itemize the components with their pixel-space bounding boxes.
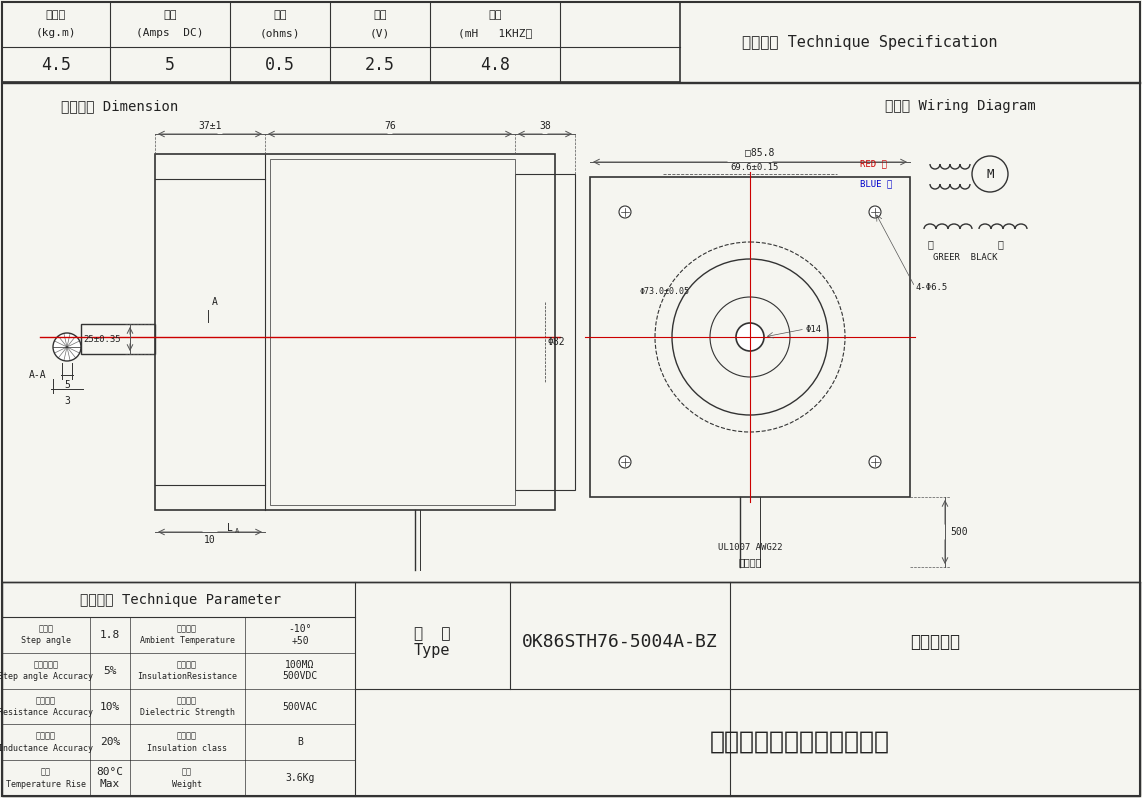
Text: 技术规格 Technique Specification: 技术规格 Technique Specification	[742, 34, 998, 49]
Bar	[155, 154, 555, 510]
Text: 3: 3	[64, 396, 70, 406]
Text: B: B	[297, 737, 303, 747]
Text: A: A	[235, 528, 239, 534]
Circle shape	[619, 456, 632, 468]
Text: GREER  BLACK: GREER BLACK	[933, 252, 997, 262]
Text: L: L	[227, 523, 233, 533]
Text: 电压: 电压	[373, 10, 387, 20]
Text: A-A: A-A	[30, 370, 47, 380]
Text: 5: 5	[164, 56, 175, 73]
Text: 电阻精度: 电阻精度	[37, 696, 56, 705]
Text: 76: 76	[384, 121, 396, 131]
Text: -10°
+50: -10° +50	[288, 624, 312, 646]
Text: Step angle Accuracy: Step angle Accuracy	[0, 672, 94, 681]
Text: RED 红: RED 红	[860, 160, 887, 168]
Text: 技术参数 Technique Parameter: 技术参数 Technique Parameter	[80, 593, 281, 607]
Text: Ambient Temperature: Ambient Temperature	[139, 636, 234, 646]
Text: 电流: 电流	[163, 10, 177, 20]
Bar	[515, 174, 576, 490]
Bar	[270, 159, 515, 505]
Text: 环境温度: 环境温度	[177, 624, 198, 634]
Text: 2.5: 2.5	[365, 56, 395, 73]
Circle shape	[619, 206, 632, 218]
Text: 静力矩: 静力矩	[46, 10, 66, 20]
Text: 4.8: 4.8	[480, 56, 510, 73]
Text: (Amps  DC): (Amps DC)	[136, 28, 203, 38]
Bar	[590, 177, 910, 497]
Text: 电阻: 电阻	[273, 10, 287, 20]
Text: 5%: 5%	[103, 666, 116, 676]
Text: Step angle: Step angle	[21, 636, 71, 646]
Text: 步距角: 步距角	[39, 624, 54, 634]
Text: 绝缘电阻: 绝缘电阻	[177, 660, 198, 670]
Text: □85.8: □85.8	[746, 147, 774, 157]
Text: A: A	[212, 297, 218, 307]
Text: 重量: 重量	[182, 768, 192, 776]
Circle shape	[735, 323, 764, 351]
Text: 技术规格书: 技术规格书	[910, 633, 960, 651]
Text: 25±0.35: 25±0.35	[83, 334, 121, 343]
Text: 绕线图 Wiring Diagram: 绕线图 Wiring Diagram	[885, 99, 1036, 113]
Text: 温升: 温升	[41, 768, 51, 776]
Text: 黑: 黑	[997, 239, 1003, 249]
Text: InsulationResistance: InsulationResistance	[137, 672, 238, 681]
Text: 38: 38	[539, 121, 550, 131]
Circle shape	[869, 456, 880, 468]
Text: 1.8: 1.8	[99, 630, 120, 640]
Text: 500: 500	[950, 527, 967, 537]
Text: Temperature Rise: Temperature Rise	[6, 780, 86, 788]
Text: (ohms): (ohms)	[259, 28, 300, 38]
Text: 机械尺寸 Dimension: 机械尺寸 Dimension	[62, 99, 178, 113]
Text: 0K86STH76-5004A-BZ: 0K86STH76-5004A-BZ	[522, 633, 718, 651]
Text: 型  号
Type: 型 号 Type	[413, 626, 450, 658]
Text: 10%: 10%	[99, 701, 120, 712]
Text: 100MΩ
500VDC: 100MΩ 500VDC	[282, 660, 317, 681]
Text: Inductance Accuracy: Inductance Accuracy	[0, 744, 94, 753]
Text: Φ82: Φ82	[547, 337, 564, 347]
Circle shape	[53, 333, 81, 361]
Text: Insulation class: Insulation class	[147, 744, 227, 753]
Bar	[385, 475, 420, 495]
Text: Φ14: Φ14	[805, 325, 821, 334]
Text: Resistance Accuracy: Resistance Accuracy	[0, 708, 94, 717]
Text: 20%: 20%	[99, 737, 120, 747]
Text: (mH   1KHZ）: (mH 1KHZ）	[458, 28, 532, 38]
Text: Dielectric Strength: Dielectric Strength	[139, 708, 234, 717]
Bar	[2, 582, 1140, 796]
Text: 介电强度: 介电强度	[177, 696, 198, 705]
Text: 0.5: 0.5	[265, 56, 295, 73]
Text: 3.6Kg: 3.6Kg	[286, 773, 315, 783]
Bar	[2, 2, 679, 82]
Text: 绝缘等级: 绝缘等级	[177, 732, 198, 741]
Text: 4.5: 4.5	[41, 56, 71, 73]
Text: Weight: Weight	[172, 780, 202, 788]
Text: 电感精度: 电感精度	[37, 732, 56, 741]
Text: 常州市鸥柯达电器有限公司: 常州市鸥柯达电器有限公司	[710, 730, 890, 754]
Text: 电感: 电感	[489, 10, 501, 20]
Bar	[385, 169, 420, 189]
Text: BLUE 蓝: BLUE 蓝	[860, 180, 892, 188]
Text: UL1007 AWG22: UL1007 AWG22	[718, 543, 782, 551]
Text: 69.6±0.15: 69.6±0.15	[731, 163, 779, 172]
Text: 四芯电缆: 四芯电缆	[738, 557, 762, 567]
Text: (kg.m): (kg.m)	[35, 28, 77, 38]
Bar	[81, 324, 155, 354]
Circle shape	[869, 206, 880, 218]
Text: 10: 10	[204, 535, 216, 545]
Text: 绿: 绿	[927, 239, 933, 249]
Text: 80°C
Max: 80°C Max	[97, 768, 123, 789]
Text: 500VAC: 500VAC	[282, 701, 317, 712]
Text: 37±1: 37±1	[199, 121, 222, 131]
Text: 4-Φ6.5: 4-Φ6.5	[915, 282, 947, 291]
Text: 步距角精度: 步距角精度	[33, 660, 58, 670]
Text: Φ73.0±0.05: Φ73.0±0.05	[640, 287, 690, 297]
Text: M: M	[987, 168, 994, 180]
Text: (V): (V)	[370, 28, 391, 38]
Text: 5: 5	[64, 380, 70, 390]
